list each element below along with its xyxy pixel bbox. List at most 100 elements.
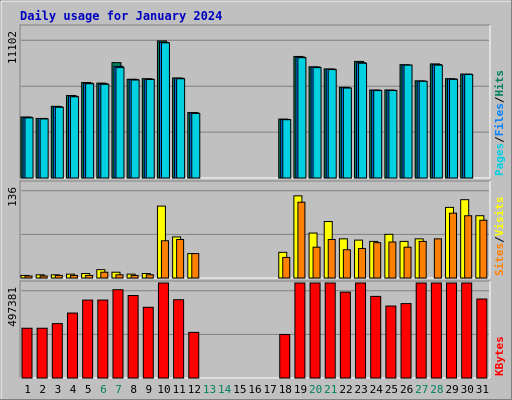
- panel-legend-text: KBytes: [493, 336, 506, 376]
- bar-pages-day-21: [327, 69, 337, 179]
- bar-pages-day-26: [403, 64, 413, 179]
- day-label: 19: [294, 383, 307, 396]
- bar-pages-day-22: [342, 87, 352, 179]
- bar-kbytes-day-8: [127, 295, 139, 379]
- bar-pages-day-18: [282, 119, 292, 179]
- y-max-label: 136: [6, 187, 19, 207]
- day-label: 11: [173, 383, 186, 396]
- bar-pages-day-12: [191, 113, 201, 179]
- bar-kbytes-day-25: [385, 305, 397, 379]
- bar-sites-day-10: [160, 240, 169, 279]
- day-label: 16: [248, 383, 261, 396]
- day-label: 3: [55, 383, 62, 396]
- legend-entry-kbytes: KBytes: [493, 336, 506, 376]
- day-label: 14: [218, 383, 232, 396]
- bar-pages-day-20: [312, 67, 322, 179]
- bar-pages-day-11: [176, 78, 186, 179]
- bar-pages-day-8: [130, 79, 140, 179]
- panel-legend-text: Sites/Visits: [493, 197, 506, 277]
- bar-pages-day-28: [433, 64, 443, 179]
- bar-sites-day-26: [403, 246, 412, 279]
- bar-sites-day-3: [54, 274, 63, 279]
- bar-sites-day-9: [145, 274, 154, 279]
- panel-legend-text: Pages/Files/Hits: [493, 70, 506, 176]
- day-label: 12: [188, 383, 201, 396]
- day-label: 6: [100, 383, 107, 396]
- bar-kbytes-day-1: [21, 327, 33, 379]
- bar-sites-day-7: [115, 274, 124, 279]
- day-label: 4: [70, 383, 77, 396]
- bar-sites-day-23: [358, 247, 367, 279]
- day-label: 24: [370, 383, 384, 396]
- bar-kbytes-day-4: [66, 312, 78, 379]
- day-label: 7: [115, 383, 122, 396]
- bar-sites-day-12: [191, 253, 200, 279]
- bar-kbytes-day-31: [476, 298, 488, 379]
- day-label: 23: [355, 383, 368, 396]
- bar-kbytes-day-23: [355, 282, 367, 379]
- y-max-label: 497381: [6, 287, 19, 327]
- bar-pages-day-4: [69, 96, 79, 179]
- bar-sites-day-31: [479, 219, 488, 279]
- bar-pages-day-9: [145, 79, 155, 179]
- bar-kbytes-day-7: [112, 289, 124, 379]
- bar-sites-day-2: [39, 275, 48, 279]
- bar-sites-day-4: [69, 274, 78, 279]
- bar-pages-day-1: [24, 117, 34, 179]
- bar-sites-day-19: [297, 201, 306, 279]
- bar-pages-day-24: [373, 90, 383, 179]
- day-label: 15: [233, 383, 246, 396]
- bar-sites-day-28: [433, 238, 442, 279]
- bar-sites-day-25: [388, 241, 397, 279]
- visits_panel: 136 Sites/Visits: [6, 180, 506, 279]
- chart-title: Daily usage for January 2024: [20, 9, 222, 23]
- day-label: 13: [203, 383, 216, 396]
- legend-separator: /: [493, 236, 506, 243]
- bar-kbytes-day-3: [51, 323, 63, 379]
- legend-entry-sites: Sites: [493, 243, 506, 276]
- day-label: 10: [157, 383, 170, 396]
- bar-kbytes-day-10: [157, 282, 169, 379]
- bar-kbytes-day-27: [415, 282, 427, 379]
- day-label: 29: [445, 383, 458, 396]
- bar-kbytes-day-22: [339, 291, 351, 379]
- legend-entry-files: Files: [493, 103, 506, 136]
- day-label: 27: [415, 383, 428, 396]
- bar-kbytes-day-6: [97, 299, 109, 379]
- bar-sites-day-21: [327, 238, 336, 279]
- bar-kbytes-day-11: [173, 299, 185, 379]
- bar-pages-day-19: [297, 57, 307, 179]
- kbytes_panel: 497381 KBytes: [6, 280, 506, 379]
- bar-pages-day-6: [100, 83, 110, 179]
- bar-pages-day-7: [115, 67, 125, 179]
- bar-sites-day-18: [282, 256, 291, 279]
- bar-pages-day-27: [418, 80, 428, 179]
- bar-kbytes-day-21: [324, 282, 336, 379]
- chart-panels: 11102Pages/Files/Hits136Sites/Visits4973…: [6, 24, 506, 379]
- day-label: 26: [400, 383, 413, 396]
- day-label: 1: [24, 383, 31, 396]
- bar-kbytes-day-20: [309, 282, 321, 379]
- bar-sites-day-6: [100, 271, 109, 279]
- legend-entry-hits: Hits: [493, 70, 506, 97]
- legend-entry-pages: Pages: [493, 143, 506, 176]
- day-label: 18: [279, 383, 292, 396]
- bar-pages-day-30: [464, 73, 474, 179]
- bar-sites-day-8: [130, 274, 139, 279]
- bar-sites-day-29: [449, 212, 458, 279]
- bar-sites-day-24: [373, 242, 382, 279]
- y-max-label: 11102: [6, 31, 19, 64]
- legend-separator: /: [493, 96, 506, 103]
- bar-sites-day-27: [418, 240, 427, 279]
- bar-pages-day-25: [388, 90, 398, 179]
- day-label: 21: [324, 383, 337, 396]
- bar-kbytes-day-2: [36, 327, 48, 379]
- legend-separator: /: [493, 136, 506, 143]
- bar-sites-day-20: [312, 246, 321, 279]
- bar-pages-day-29: [449, 78, 459, 179]
- bar-kbytes-day-12: [188, 331, 200, 379]
- day-label: 2: [39, 383, 46, 396]
- bar-pages-day-5: [85, 83, 95, 179]
